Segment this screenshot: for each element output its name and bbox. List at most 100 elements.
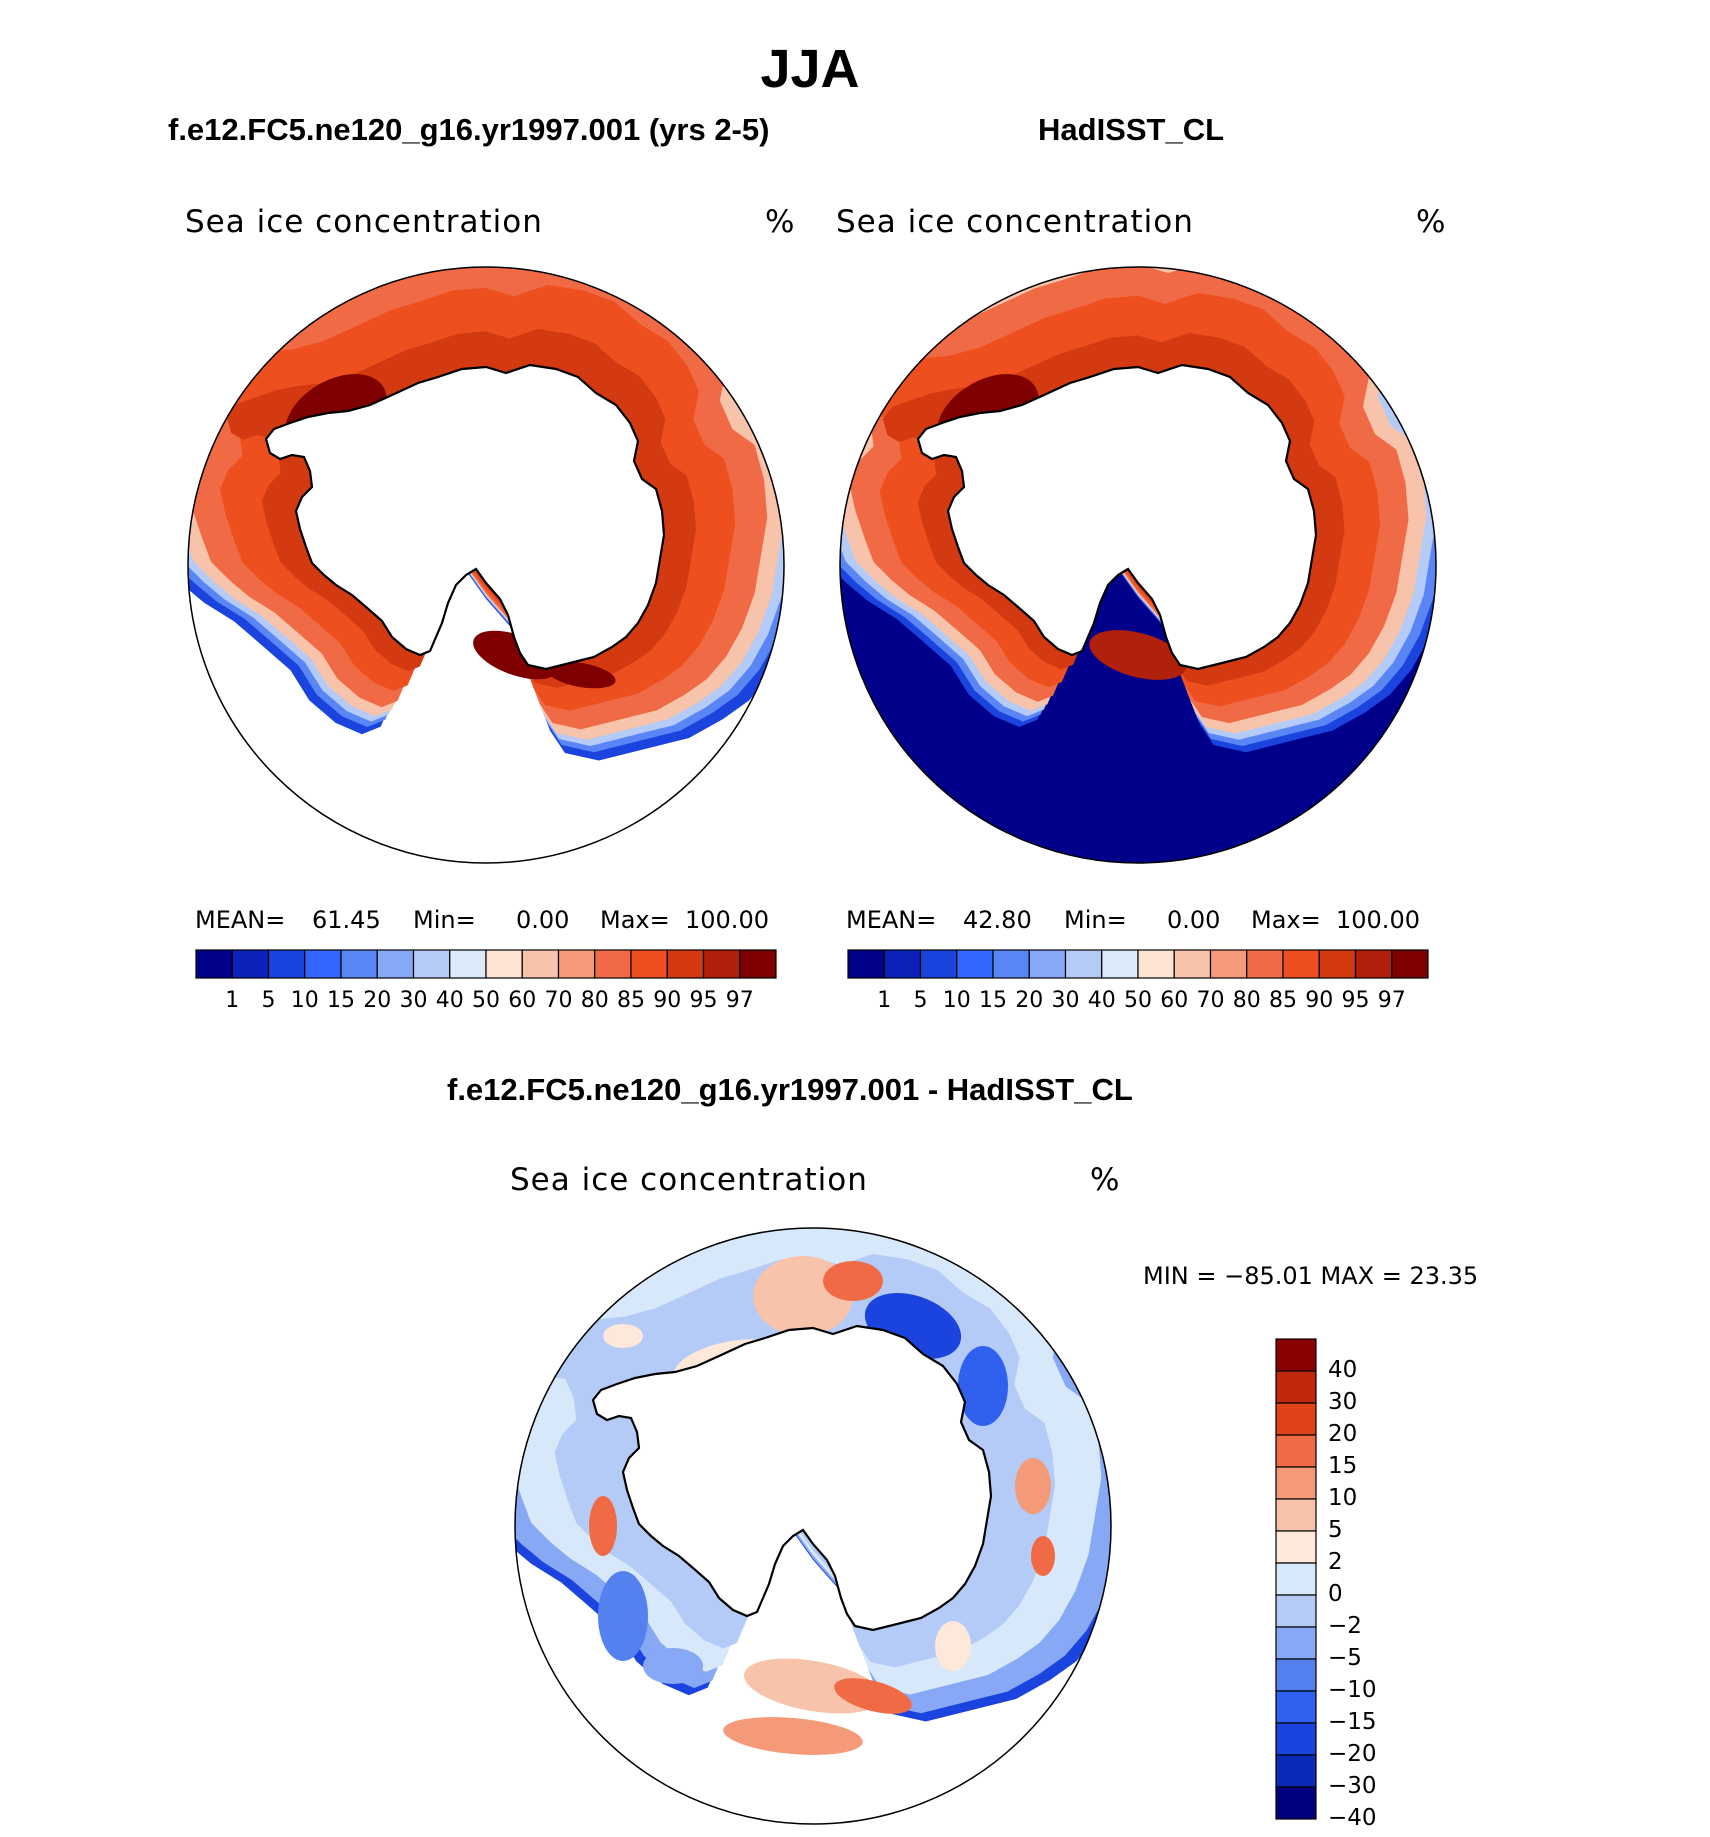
colorbar-tick-label: 80: [1232, 988, 1261, 1013]
figure-title: JJA: [760, 39, 860, 99]
anomaly-patch: [598, 1571, 648, 1661]
panel2-mean-value: 42.80: [963, 906, 1032, 934]
colorbar-swatch: [1275, 1690, 1317, 1724]
colorbar-swatch: [412, 949, 451, 979]
colorbar-swatch: [449, 949, 487, 979]
panel3-title: f.e12.FC5.ne120_g16.yr1997.001 - HadISST…: [447, 1072, 1133, 1107]
colorbar-tick-label: 70: [1196, 988, 1225, 1013]
colorbar-tick-label: 97: [1377, 988, 1406, 1013]
colorbar-swatch: [231, 949, 270, 979]
colorbar-tick-label: −2: [1328, 1613, 1362, 1639]
colorbar-observed: [847, 949, 1429, 979]
map-boundary: [514, 1227, 1112, 1825]
colorbar-swatch: [1275, 1658, 1317, 1692]
colorbar-tick-label: 40: [1328, 1357, 1358, 1383]
colorbar-tick-label: 5: [261, 988, 276, 1013]
colorbar-tick-label: 50: [472, 988, 500, 1013]
panel1-left-string: Sea ice concentration: [185, 204, 543, 240]
colorbar-swatch: [1173, 949, 1212, 979]
colorbar-tick-label: 20: [1328, 1421, 1358, 1447]
colorbar-swatch: [847, 949, 885, 979]
anomaly-patch: [823, 1261, 883, 1301]
colorbar-swatch: [594, 949, 632, 979]
colorbar-swatch: [521, 949, 560, 979]
colorbar-swatch: [1275, 1466, 1317, 1500]
colorbar-swatch: [1275, 1754, 1317, 1788]
map-difference: [514, 1227, 1112, 1825]
colorbar-tick-label: 1: [225, 988, 240, 1013]
colorbar-tick-label: 40: [435, 988, 464, 1013]
colorbar-swatch: [1209, 949, 1248, 979]
colorbar-tick-label: 15: [979, 988, 1007, 1013]
panel3-left-string: Sea ice concentration: [510, 1162, 868, 1198]
colorbar-swatch: [340, 949, 378, 979]
panel2-min-label: Min=: [1064, 906, 1127, 934]
colorbar-swatch: [1275, 1530, 1317, 1564]
anomaly-patch: [546, 661, 616, 689]
colorbar-swatch: [1275, 1562, 1317, 1596]
panel2-units: %: [1416, 204, 1447, 240]
colorbar-swatch: [1275, 1402, 1317, 1436]
panel2-mean-label: MEAN=: [846, 906, 937, 934]
panel1-units: %: [765, 204, 796, 240]
colorbar-tick-label: 15: [327, 988, 355, 1013]
colorbar-tick-label: 10: [290, 988, 319, 1013]
colorbar-tick-label: 50: [1124, 988, 1152, 1013]
panel1-mean-value: 61.45: [312, 906, 381, 934]
colorbar-tick-label: 30: [399, 988, 428, 1013]
colorbar-model: [195, 949, 777, 979]
colorbar-tick-label: 95: [689, 988, 718, 1013]
panel1-max-value: 100.00: [685, 906, 769, 934]
colorbar-swatch: [1028, 949, 1067, 979]
antarctica-coastline: [916, 363, 1318, 671]
colorbar-swatch: [557, 949, 596, 979]
anomaly-patch: [643, 1648, 703, 1684]
colorbar-tick-label: 60: [508, 988, 537, 1013]
colorbar-swatch: [1282, 949, 1320, 979]
colorbar-swatch: [1275, 1434, 1317, 1468]
colorbar-swatch: [630, 949, 668, 979]
panel3-units: %: [1090, 1162, 1121, 1198]
panel2-min-value: 0.00: [1167, 906, 1221, 934]
colorbar-tick-label: 97: [725, 988, 754, 1013]
colorbar-swatch: [1391, 949, 1429, 979]
colorbar-swatch: [1137, 949, 1175, 979]
colorbar-swatch: [195, 949, 233, 979]
colorbar-tick-label: −30: [1328, 1773, 1377, 1799]
colorbar-tick-label: −20: [1328, 1741, 1377, 1767]
panel1-max-label: Max=: [600, 906, 670, 934]
colorbar-swatch: [1275, 1594, 1317, 1628]
colorbar-swatch: [1275, 1338, 1317, 1372]
colorbar-tick-label: 30: [1051, 988, 1080, 1013]
colorbar-tick-label: 15: [1328, 1453, 1358, 1479]
panel1-min-value: 0.00: [516, 906, 570, 934]
colorbar-swatch: [702, 949, 741, 979]
colorbar-tick-label: 90: [1305, 988, 1334, 1013]
colorbar-tick-label: 70: [544, 988, 573, 1013]
panel3-minmax: MIN = −85.01 MAX = 23.35: [1143, 1262, 1479, 1290]
colorbar-swatch: [1064, 949, 1103, 979]
map-model: [187, 266, 785, 864]
panel1-min-label: Min=: [413, 906, 476, 934]
map-boundary: [839, 266, 1437, 864]
colorbar-tick-label: 0: [1328, 1581, 1343, 1607]
anomaly-patch: [1031, 1536, 1055, 1576]
colorbar-swatch: [739, 949, 777, 979]
colorbar-tick-label: 80: [580, 988, 609, 1013]
colorbar-swatch: [1318, 949, 1357, 979]
colorbar-swatch: [1354, 949, 1393, 979]
panel2-left-string: Sea ice concentration: [836, 204, 1194, 240]
colorbar-tick-label: 85: [617, 988, 645, 1013]
colorbar-swatch: [376, 949, 415, 979]
anomaly-patch: [603, 1324, 643, 1348]
colorbar-tick-label: −40: [1328, 1805, 1377, 1831]
colorbar-difference: [1275, 1338, 1317, 1820]
colorbar-tick-label: 60: [1160, 988, 1189, 1013]
colorbar-tick-label: −5: [1328, 1645, 1362, 1671]
colorbar-tick-label: −15: [1328, 1709, 1377, 1735]
anomaly-patch: [723, 1717, 863, 1755]
colorbar-swatch: [666, 949, 705, 979]
colorbar-swatch: [1275, 1786, 1317, 1820]
colorbar-tick-label: 5: [1328, 1517, 1343, 1543]
colorbar-swatch: [883, 949, 922, 979]
